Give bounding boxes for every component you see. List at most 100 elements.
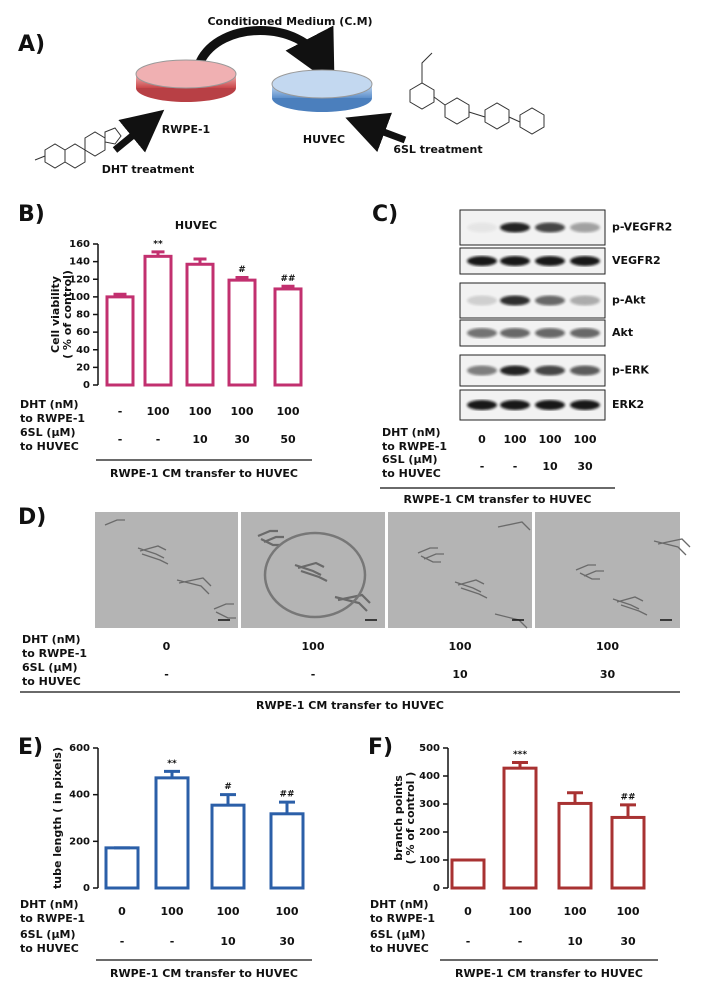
significance: **: [167, 759, 177, 769]
treatment-label: DHT (nM): [370, 898, 429, 911]
y-axis-label: Cell viability: [49, 276, 62, 353]
treatment-label: DHT (nM): [20, 398, 79, 411]
blot-label: ERK2: [612, 398, 644, 411]
error-bar: [151, 250, 165, 257]
y-tick-label: 0: [83, 380, 90, 391]
blot-label: VEGFR2: [612, 254, 661, 267]
significance: ##: [620, 792, 635, 802]
blot-band: [467, 295, 497, 306]
blot-band: [570, 222, 600, 233]
treatment-label: to HUVEC: [382, 467, 441, 480]
panel-label: C): [372, 202, 398, 227]
arrow: [112, 109, 165, 153]
treatment-value: 30: [234, 433, 250, 446]
arrow: [345, 112, 407, 153]
blot-band: [535, 328, 565, 338]
blot-label: p-VEGFR2: [612, 221, 672, 234]
y-tick-label: 600: [69, 743, 90, 754]
y-tick-label: 60: [76, 327, 90, 338]
treatment-value: 100: [231, 405, 254, 418]
error-bar: [620, 803, 636, 818]
blot-band: [500, 400, 530, 410]
error-bar: [113, 292, 127, 297]
panel-label: A): [18, 32, 45, 57]
cm-arrow: [195, 25, 335, 86]
panel-label: B): [18, 202, 45, 227]
y-tick-label: 400: [419, 771, 440, 782]
treatment-value: 0: [118, 905, 126, 918]
dish-label: HUVEC: [303, 133, 345, 146]
blot-band: [570, 400, 600, 410]
blot-band: [467, 222, 497, 233]
significance: **: [153, 239, 163, 249]
y-axis-label: branch points: [392, 775, 405, 861]
y-tick-label: 0: [433, 883, 440, 894]
y-tick-label: 300: [419, 799, 440, 810]
blot-label: Akt: [612, 326, 633, 339]
bar: [502, 766, 538, 890]
y-tick-label: 20: [76, 362, 90, 373]
treatment-label: DHT (nM): [20, 898, 79, 911]
blot-band: [535, 295, 565, 306]
panel-label: F): [368, 735, 393, 760]
blot-label: p-Akt: [612, 294, 646, 307]
bar: [610, 815, 646, 890]
bar: [557, 801, 593, 890]
y-tick-label: 100: [69, 292, 90, 303]
panel-label: D): [18, 505, 46, 530]
treatment-value: 100: [161, 905, 184, 918]
error-bar: [512, 761, 528, 769]
cm-title: Conditioned Medium (C.M): [207, 15, 372, 28]
blot-band: [500, 328, 530, 338]
treatment-value: 100: [217, 905, 240, 918]
cell-network: [575, 538, 691, 616]
treatment-value: -: [466, 935, 471, 948]
footer: RWPE-1 CM transfer to HUVEC: [404, 493, 592, 506]
huvec-dish: [271, 69, 373, 112]
treatment-value: 10: [220, 935, 236, 948]
chart-title: HUVEC: [175, 219, 217, 232]
panel-d: D): [18, 505, 691, 629]
panel-c: C) p-VEGFR2 VEGFR2 p-Akt Akt p-ERK ERK2: [372, 202, 672, 421]
treatment-label: 6SL (μM): [382, 453, 438, 466]
micrograph: [388, 512, 532, 628]
y-tick-label: 80: [76, 310, 90, 321]
significance: ***: [513, 750, 527, 760]
footer: RWPE-1 CM transfer to HUVEC: [455, 967, 643, 980]
panel-label: E): [18, 735, 43, 760]
y-tick-label: 200: [419, 827, 440, 838]
treatment-value: 10: [542, 460, 558, 473]
y-axis-label: ( % of control ): [404, 772, 417, 865]
6sl-structure: [409, 52, 545, 135]
treatment-value: 100: [509, 905, 532, 918]
treatment-label: DHT (nM): [382, 426, 441, 439]
treatment-value: -: [311, 668, 316, 681]
panel-a: A) Conditioned Medium (C.M) RWPE-1 HUVEC…: [18, 15, 545, 176]
bar: [143, 254, 173, 387]
significance: ##: [279, 790, 294, 800]
treatment-value: 10: [567, 935, 583, 948]
treatment-value: 100: [564, 905, 587, 918]
treatment-label: 6SL treatment: [393, 143, 482, 156]
y-tick-label: 500: [419, 743, 440, 754]
treatment-value: -: [118, 405, 123, 418]
treatment-value: 0: [464, 905, 472, 918]
bar: [185, 262, 215, 387]
treatment-value: 100: [302, 640, 325, 653]
treatment-value: -: [120, 935, 125, 948]
treatment-value: 100: [449, 640, 472, 653]
treatment-label: 6SL (μM): [22, 661, 78, 674]
treatment-value: -: [170, 935, 175, 948]
error-bar: [235, 275, 249, 281]
blot-band: [570, 256, 600, 266]
treatment-value: 30: [279, 935, 295, 948]
treatment-value: 30: [577, 460, 593, 473]
bar: [154, 776, 190, 890]
y-tick-label: 200: [69, 836, 90, 847]
treatment-label: to HUVEC: [370, 942, 429, 955]
cell-network: [257, 529, 371, 612]
treatment-label: DHT (nM): [22, 633, 81, 646]
cell-network: [104, 519, 236, 619]
